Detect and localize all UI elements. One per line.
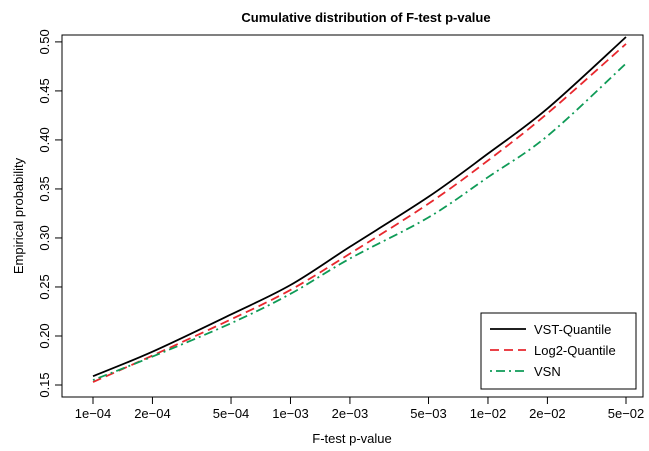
- y-axis: 0.15 0.20 0.25 0.30 0.35 0.40 0.45 0.50: [37, 29, 63, 398]
- legend-box: [480, 312, 637, 390]
- x-tick-label: 2e−04: [134, 406, 171, 421]
- y-tick-label: 0.45: [37, 78, 52, 103]
- x-tick-label: 2e−02: [529, 406, 566, 421]
- legend-label: VSN: [534, 364, 561, 379]
- series-line-log2-quantile: [92, 43, 627, 383]
- legend-label: VST-Quantile: [534, 322, 611, 337]
- x-tick-label: 5e−02: [608, 406, 645, 421]
- series-line-vsn: [92, 62, 627, 381]
- y-tick-label: 0.40: [37, 127, 52, 152]
- y-tick-label: 0.25: [37, 274, 52, 299]
- y-axis-title: Empirical probability: [11, 157, 26, 274]
- x-axis: 1e−04 2e−04 5e−04 1e−03 2e−03 5e−03 1e−02 2e−02…: [75, 396, 645, 421]
- x-tick-label: 1e−03: [272, 406, 309, 421]
- y-tick-label: 0.15: [37, 372, 52, 397]
- y-tick-label: 0.50: [37, 29, 52, 54]
- series-line-vst-quantile: [92, 36, 627, 378]
- y-tick-label: 0.35: [37, 176, 52, 201]
- x-tick-label: 1e−04: [75, 406, 112, 421]
- legend: VST-Quantile Log2-Quantile VSN: [480, 312, 637, 390]
- x-tick-label: 2e−03: [332, 406, 369, 421]
- y-tick-label: 0.30: [37, 225, 52, 250]
- legend-label: Log2-Quantile: [534, 343, 616, 358]
- series-layer: [92, 36, 627, 383]
- x-tick-label: 1e−02: [470, 406, 507, 421]
- chart-title: Cumulative distribution of F-test p-valu…: [241, 10, 490, 25]
- x-tick-label: 5e−04: [213, 406, 250, 421]
- y-tick-label: 0.20: [37, 323, 52, 348]
- x-tick-label: 5e−03: [410, 406, 447, 421]
- x-axis-title: F-test p-value: [312, 431, 391, 446]
